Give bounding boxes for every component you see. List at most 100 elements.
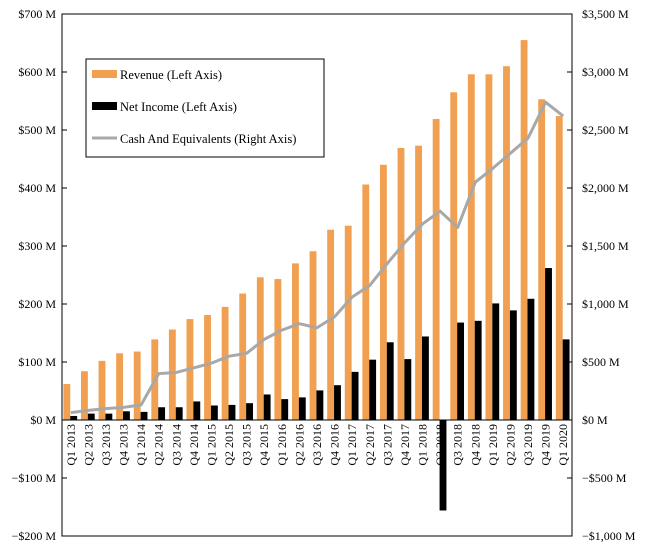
x-axis-tick-label: Q2 2019 bbox=[503, 424, 517, 466]
revenue-bar bbox=[256, 277, 264, 420]
left-axis-tick-label: $600 M bbox=[18, 65, 56, 79]
left-axis-tick-label: $100 M bbox=[18, 355, 56, 369]
net-income-bar bbox=[123, 411, 130, 420]
revenue-bar bbox=[485, 74, 493, 420]
right-axis-tick-label: $2,000 M bbox=[582, 181, 629, 195]
net-income-bar bbox=[246, 403, 253, 420]
net-income-bar bbox=[70, 415, 78, 420]
right-axis-tick-label: $500 M bbox=[582, 355, 620, 369]
x-axis-tick-label: Q1 2018 bbox=[416, 424, 430, 466]
net-income-bar bbox=[492, 303, 500, 420]
net-income-bar bbox=[210, 405, 218, 420]
left-axis-tick-label: −$200 M bbox=[12, 529, 57, 543]
left-axis-tick-label: $300 M bbox=[18, 239, 56, 253]
x-axis-tick-label: Q1 2020 bbox=[556, 424, 570, 466]
revenue-bar bbox=[538, 99, 546, 420]
legend-swatch-net-income bbox=[92, 102, 117, 110]
right-axis-tick-label: $1,500 M bbox=[582, 239, 629, 253]
net-income-bar bbox=[439, 420, 447, 511]
revenue-bar bbox=[327, 229, 335, 420]
revenue-bar bbox=[239, 293, 247, 420]
legend: Revenue (Left Axis) Net Income (Left Axi… bbox=[85, 58, 325, 158]
net-income-bar bbox=[140, 411, 148, 420]
x-axis-tick-label: Q3 2017 bbox=[380, 424, 394, 466]
left-axis-tick-label: $400 M bbox=[18, 181, 56, 195]
right-axis-tick-label: −$1,000 M bbox=[582, 529, 636, 543]
x-axis-tick-label: Q1 2016 bbox=[275, 424, 289, 466]
net-income-bar bbox=[175, 407, 183, 420]
revenue-bar bbox=[80, 371, 88, 420]
x-axis-tick-label: Q2 2013 bbox=[81, 424, 95, 466]
x-axis-tick-label: Q2 2018 bbox=[433, 424, 447, 466]
x-axis-tick-label: Q3 2015 bbox=[240, 424, 254, 466]
x-axis-tick-label: Q3 2014 bbox=[169, 424, 183, 466]
cash-line-layer bbox=[70, 100, 565, 415]
left-axis-tick-label: $500 M bbox=[18, 123, 56, 137]
net-income-bar bbox=[562, 339, 570, 420]
revenue-bar bbox=[520, 40, 528, 420]
legend-box bbox=[85, 58, 325, 158]
x-axis-tick-label: Q2 2015 bbox=[222, 424, 236, 466]
revenue-bar bbox=[309, 251, 317, 420]
revenue-bar bbox=[221, 306, 229, 420]
revenue-bar bbox=[204, 315, 211, 420]
x-axis-tick-label: Q2 2017 bbox=[363, 424, 377, 466]
revenue-bar bbox=[362, 184, 370, 420]
legend-label-cash: Cash And Equivalents (Right Axis) bbox=[120, 132, 296, 146]
x-axis-tick-label: Q1 2019 bbox=[486, 424, 500, 466]
x-axis-tick-label: Q4 2014 bbox=[187, 424, 201, 466]
cash-equivalents-line bbox=[70, 100, 565, 415]
x-axis-tick-label: Q3 2019 bbox=[521, 424, 535, 466]
legend-label-revenue: Revenue (Left Axis) bbox=[120, 68, 222, 82]
left-axis-tick-label: $700 M bbox=[18, 7, 56, 21]
net-income-bar bbox=[298, 397, 306, 420]
revenue-bar bbox=[397, 147, 405, 421]
net-income-bar bbox=[228, 404, 236, 420]
net-income-bar bbox=[386, 342, 394, 420]
x-axis: Q1 2013 Q2 2013 Q3 2013 Q4 2013 Q1 2014 Q2 20… bbox=[64, 424, 570, 466]
net-income-bar bbox=[351, 371, 359, 420]
net-income-bar bbox=[105, 413, 113, 420]
net-income-bar bbox=[369, 359, 377, 420]
revenue-bar bbox=[116, 353, 124, 420]
x-axis-tick-label: Q1 2015 bbox=[204, 424, 218, 466]
net-income-bar bbox=[457, 322, 465, 420]
revenue-bar bbox=[432, 118, 440, 420]
net-income-bar bbox=[87, 413, 95, 420]
revenue-bar bbox=[168, 329, 176, 420]
net-income-bar bbox=[263, 394, 271, 420]
revenue-bar bbox=[344, 225, 352, 420]
x-axis-tick-label: Q4 2018 bbox=[468, 424, 482, 466]
revenue-bar bbox=[63, 384, 71, 420]
revenue-bar bbox=[98, 360, 106, 420]
x-axis-tick-label: Q4 2015 bbox=[257, 424, 271, 466]
legend-swatch-revenue bbox=[92, 70, 117, 78]
x-axis-tick-label: Q1 2014 bbox=[134, 424, 148, 466]
revenue-bar bbox=[415, 145, 422, 420]
x-axis-tick-label: Q3 2016 bbox=[310, 424, 324, 466]
net-income-bar bbox=[545, 268, 552, 420]
revenue-bar bbox=[274, 279, 282, 420]
right-axis-tick-label: $1,000 M bbox=[582, 297, 629, 311]
net-income-bar bbox=[158, 407, 166, 420]
x-axis-tick-label: Q1 2017 bbox=[345, 424, 359, 466]
net-income-bar bbox=[421, 336, 429, 420]
x-axis-tick-label: Q4 2017 bbox=[398, 424, 412, 466]
revenue-bar bbox=[503, 66, 510, 420]
left-axis-tick-label: −$100 M bbox=[12, 471, 57, 485]
legend-label-net-income: Net Income (Left Axis) bbox=[120, 100, 237, 114]
net-income-bar bbox=[281, 399, 289, 420]
x-axis-tick-label: Q4 2019 bbox=[539, 424, 553, 466]
x-axis-tick-label: Q3 2018 bbox=[451, 424, 465, 466]
net-income-bar bbox=[527, 298, 535, 420]
net-income-bar bbox=[334, 385, 341, 420]
right-axis-tick-label: $3,000 M bbox=[582, 65, 629, 79]
x-axis-tick-label: Q4 2016 bbox=[328, 424, 342, 466]
x-axis-tick-label: Q2 2014 bbox=[152, 424, 166, 466]
net-income-bar bbox=[316, 390, 324, 420]
right-axis-tick-label: −$500 M bbox=[582, 471, 627, 485]
net-income-bar bbox=[509, 310, 517, 420]
revenue-bar bbox=[133, 351, 141, 420]
x-axis-tick-label: Q3 2013 bbox=[99, 424, 113, 466]
